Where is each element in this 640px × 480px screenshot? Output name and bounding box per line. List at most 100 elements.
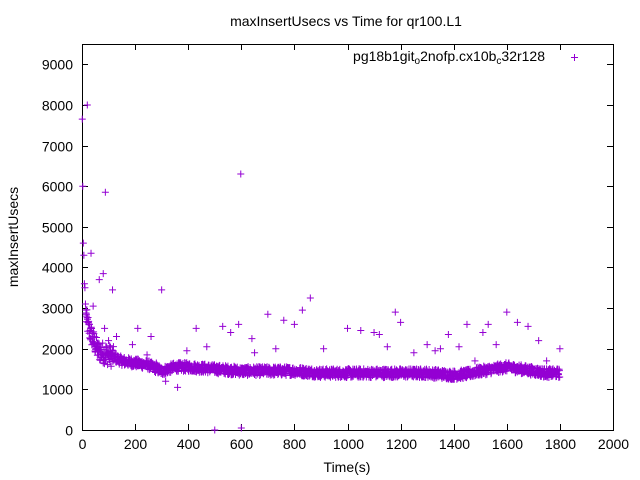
data-point bbox=[463, 320, 471, 328]
data-point bbox=[81, 300, 89, 308]
data-point bbox=[375, 331, 383, 339]
data-point bbox=[272, 345, 280, 353]
y-axis-label: maxInsertUsecs bbox=[5, 187, 21, 287]
data-point bbox=[80, 251, 88, 259]
x-tick-label: 0 bbox=[79, 436, 87, 452]
data-point bbox=[79, 239, 87, 247]
data-point bbox=[87, 249, 95, 257]
data-point bbox=[90, 330, 98, 338]
data-point bbox=[152, 359, 160, 367]
data-point bbox=[219, 322, 227, 330]
data-point bbox=[555, 367, 563, 375]
data-point bbox=[79, 182, 87, 190]
data-point bbox=[158, 286, 166, 294]
data-point bbox=[113, 333, 121, 341]
data-point bbox=[163, 363, 171, 371]
data-point bbox=[455, 343, 463, 351]
chart-title: maxInsertUsecs vs Time for qr100.L1 bbox=[230, 13, 462, 29]
y-tick-label: 1000 bbox=[42, 382, 73, 398]
data-point bbox=[471, 357, 479, 365]
data-point bbox=[479, 328, 487, 336]
data-point bbox=[86, 326, 94, 334]
data-point bbox=[105, 337, 113, 345]
data-point bbox=[128, 341, 136, 349]
data-point bbox=[436, 345, 444, 353]
data-point bbox=[391, 308, 399, 316]
data-point bbox=[556, 373, 564, 381]
data-point bbox=[82, 306, 90, 314]
data-point bbox=[397, 318, 405, 326]
data-point bbox=[248, 335, 256, 343]
data-point bbox=[298, 306, 306, 314]
data-point bbox=[171, 363, 179, 371]
x-tick-label: 1400 bbox=[439, 436, 470, 452]
x-tick-label: 800 bbox=[283, 436, 307, 452]
data-point bbox=[106, 342, 114, 350]
data-point bbox=[97, 349, 105, 357]
data-point bbox=[423, 341, 431, 349]
data-point bbox=[370, 328, 378, 336]
data-point bbox=[101, 188, 109, 196]
y-tick-label: 3000 bbox=[42, 301, 73, 317]
data-point bbox=[131, 357, 139, 365]
data-point bbox=[383, 343, 391, 351]
data-point bbox=[357, 326, 365, 334]
data-point bbox=[120, 361, 128, 369]
data-point bbox=[174, 383, 182, 391]
data-point bbox=[85, 320, 93, 328]
data-point bbox=[139, 359, 147, 367]
y-tick-label: 2000 bbox=[42, 342, 73, 358]
data-point bbox=[107, 353, 115, 361]
data-point bbox=[280, 316, 288, 324]
data-point bbox=[237, 170, 245, 178]
data-point bbox=[290, 320, 298, 328]
data-point bbox=[134, 324, 142, 332]
data-point bbox=[107, 343, 115, 351]
data-point bbox=[83, 101, 91, 109]
y-tick-label: 6000 bbox=[42, 179, 73, 195]
data-point bbox=[535, 337, 543, 345]
data-point bbox=[264, 310, 272, 318]
data-point bbox=[183, 347, 191, 355]
legend-segment: 32r128 bbox=[501, 48, 545, 64]
data-point bbox=[101, 324, 109, 332]
data-point bbox=[211, 426, 219, 434]
data-point bbox=[203, 343, 211, 351]
data-point bbox=[320, 345, 328, 353]
x-tick-label: 1800 bbox=[545, 436, 576, 452]
data-point bbox=[513, 318, 521, 326]
legend-segment: o bbox=[415, 56, 421, 67]
data-point bbox=[99, 339, 107, 347]
data-point bbox=[83, 310, 91, 318]
x-tick-label: 200 bbox=[124, 436, 148, 452]
data-point bbox=[95, 276, 103, 284]
y-tick-label: 8000 bbox=[42, 98, 73, 114]
y-tick-label: 9000 bbox=[42, 57, 73, 73]
y-axis: 0 1000 2000 3000 4000 5000 6000 7000 8000 9000 bbox=[42, 57, 613, 439]
legend-segment: pg18b1git bbox=[353, 48, 415, 64]
data-point bbox=[78, 115, 86, 123]
data-point bbox=[109, 343, 117, 351]
data-point bbox=[197, 363, 205, 371]
y-tick-label: 7000 bbox=[42, 139, 73, 155]
data-point bbox=[162, 377, 170, 385]
data-point bbox=[237, 424, 245, 432]
data-point bbox=[380, 373, 388, 381]
data-point bbox=[143, 351, 151, 359]
x-tick-label: 2000 bbox=[598, 436, 629, 452]
data-point bbox=[118, 355, 126, 363]
x-axis-label: Time(s) bbox=[324, 459, 371, 475]
data-point bbox=[81, 284, 89, 292]
data-point bbox=[410, 349, 418, 357]
data-point bbox=[99, 270, 107, 278]
data-point bbox=[224, 365, 232, 373]
data-point bbox=[235, 320, 243, 328]
data-point bbox=[251, 349, 259, 357]
legend-segment: 2nofp.cx10b bbox=[420, 48, 496, 64]
data-point bbox=[147, 333, 155, 341]
data-point bbox=[524, 322, 532, 330]
y-tick-label: 5000 bbox=[42, 220, 73, 236]
y-tick-label: 0 bbox=[65, 423, 73, 439]
data-point bbox=[556, 345, 564, 353]
data-point bbox=[227, 328, 235, 336]
